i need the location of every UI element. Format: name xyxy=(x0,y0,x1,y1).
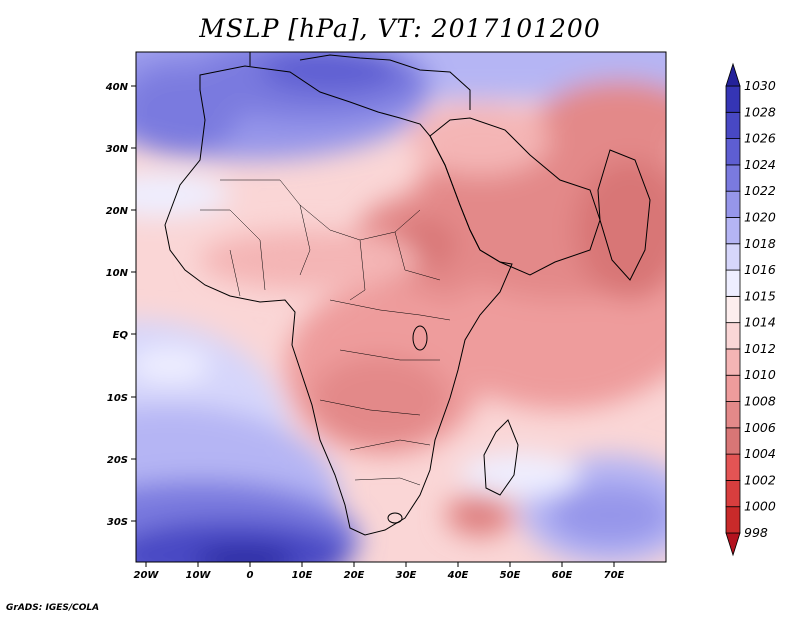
colorbar-box xyxy=(725,322,741,350)
lon-label-60e: 60E xyxy=(552,570,573,581)
colorbar-arrow-high xyxy=(725,62,741,87)
colorbar-label: 1024 xyxy=(744,157,776,172)
lon-axis: 20W 10W 0 10E 20E 30E 40E 50E 60E 70E xyxy=(134,562,625,581)
colorbar-box xyxy=(725,85,741,113)
borders xyxy=(200,179,451,486)
colorbar-label: 1016 xyxy=(744,262,776,277)
colorbar-box xyxy=(725,453,741,481)
colorbar-label: 1030 xyxy=(744,78,776,93)
lat-label-20s: 20S xyxy=(107,455,128,466)
lat-label-10n: 10N xyxy=(106,268,129,279)
colorbar-label: 1015 xyxy=(744,288,776,303)
colorbar-box xyxy=(725,164,741,192)
colorbar-box xyxy=(725,138,741,166)
lon-label-20e: 20E xyxy=(344,570,365,581)
lat-axis: 40N 30N 20N 10N EQ 10S 20S 30S xyxy=(105,82,136,528)
colorbar-box xyxy=(725,348,741,376)
lon-label-40e: 40E xyxy=(447,570,469,581)
colorbar-box xyxy=(725,374,741,402)
lat-label-eq: EQ xyxy=(113,330,129,341)
colorbar-box xyxy=(725,506,741,534)
colorbar-box xyxy=(725,190,741,218)
colorbar-label: 1022 xyxy=(744,183,776,198)
colorbar-box xyxy=(725,480,741,508)
colorbar-label: 1000 xyxy=(744,499,776,514)
colorbar-label: 1010 xyxy=(744,367,776,382)
colorbar-label: 1026 xyxy=(744,131,776,146)
lat-label-30n: 30N xyxy=(106,144,129,155)
colorbar: 998 1000 1002 1004 1006 1008 1010 1012 1014 1015 1… xyxy=(725,62,776,557)
colorbar-label: 1018 xyxy=(744,236,776,251)
colorbar-label: 998 xyxy=(744,525,768,540)
lon-label-10w: 10W xyxy=(186,570,212,581)
colorbar-label: 1004 xyxy=(744,446,776,461)
grads-credit: GrADS: IGES/COLA xyxy=(6,603,100,613)
colorbar-label: 1008 xyxy=(744,394,776,409)
colorbar-box xyxy=(725,243,741,271)
colorbar-label: 1020 xyxy=(744,209,776,224)
colorbar-arrow-low xyxy=(725,532,741,557)
lon-label-50e: 50E xyxy=(500,570,521,581)
colorbar-box xyxy=(725,217,741,245)
lat-label-20n: 20N xyxy=(106,206,129,217)
colorbar-label: 1006 xyxy=(744,420,776,435)
colorbar-box xyxy=(725,427,741,455)
lat-label-30s: 30S xyxy=(107,517,128,528)
map-title: MSLP [hPa], VT: 2017101200 xyxy=(199,14,601,43)
colorbar-box xyxy=(725,111,741,139)
colorbar-label: 1002 xyxy=(744,472,776,487)
lon-label-70e: 70E xyxy=(604,570,625,581)
lon-label-10e: 10E xyxy=(292,570,313,581)
colorbar-box xyxy=(725,401,741,429)
colorbar-label: 1014 xyxy=(744,315,776,330)
colorbar-box xyxy=(725,269,741,297)
lat-label-10s: 10S xyxy=(107,393,128,404)
lon-label-0: 0 xyxy=(247,570,254,581)
pressure-field xyxy=(136,52,666,562)
coastlines xyxy=(164,52,651,536)
plot-frame xyxy=(135,51,667,563)
lat-label-40n: 40N xyxy=(105,82,129,93)
colorbar-label: 1028 xyxy=(744,104,776,119)
colorbar-box xyxy=(725,295,741,324)
colorbar-label: 1012 xyxy=(744,341,776,356)
lon-label-20w: 20W xyxy=(134,570,160,581)
lon-label-30e: 30E xyxy=(396,570,417,581)
